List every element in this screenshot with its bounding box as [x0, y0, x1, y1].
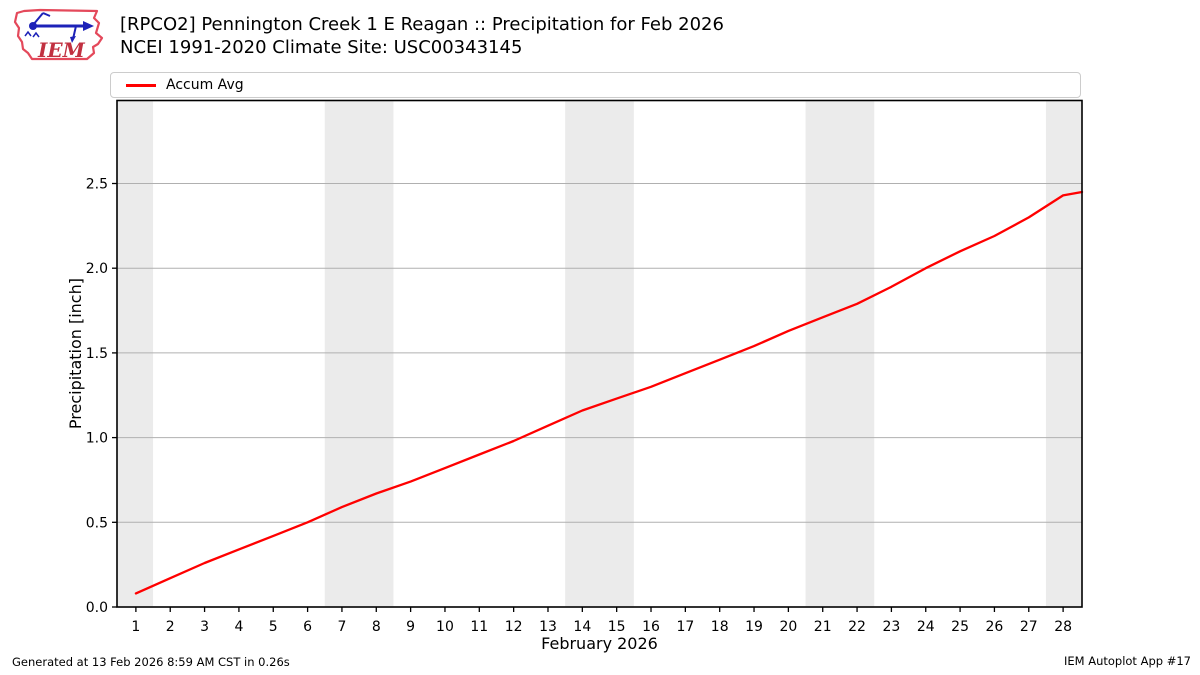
x-tick-label: 26: [986, 619, 1004, 635]
legend: Accum Avg: [110, 72, 1081, 98]
chart-title-block: [RPCO2] Pennington Creek 1 E Reagan :: P…: [120, 13, 724, 59]
accum-avg-line: [134, 190, 1084, 595]
x-tick-label: 12: [505, 619, 523, 635]
x-tick-label: 9: [406, 619, 415, 635]
generated-timestamp: Generated at 13 Feb 2026 8:59 AM CST in …: [12, 655, 290, 669]
logo-text: IEM: [37, 38, 86, 62]
x-tick-label: 2: [166, 619, 175, 635]
x-tick-label: 7: [337, 619, 346, 635]
legend-line-swatch: [126, 83, 156, 87]
x-tick-label: 15: [608, 619, 626, 635]
x-axis-label: February 2026: [541, 634, 658, 653]
weekend-band: [805, 101, 875, 607]
x-tick-label: 4: [234, 619, 243, 635]
iowa-outline-icon: [13, 8, 104, 61]
x-tick-label: 24: [917, 619, 935, 635]
weekend-band: [565, 101, 634, 607]
legend-label: Accum Avg: [166, 77, 244, 93]
x-tick-label: 8: [372, 619, 381, 635]
x-tick-label: 10: [436, 619, 454, 635]
y-tick-label: 1.5: [86, 346, 108, 362]
weekend-band: [117, 101, 154, 607]
x-tick-label: 20: [779, 619, 797, 635]
x-tick-label: 3: [200, 619, 209, 635]
y-tick-label: 2.0: [86, 261, 108, 277]
x-tick-label: 6: [303, 619, 312, 635]
x-tick-label: 14: [573, 619, 591, 635]
x-tick-label: 23: [882, 619, 900, 635]
app-credit: IEM Autoplot App #17: [1063, 654, 1191, 668]
x-tick-label: 5: [269, 619, 278, 635]
x-tick-label: 25: [951, 619, 969, 635]
plot-border: [116, 99, 1083, 608]
x-tick-label: 17: [676, 619, 694, 635]
chart-title-line1: [RPCO2] Pennington Creek 1 E Reagan :: P…: [120, 14, 724, 35]
weather-vane-icon: [24, 12, 94, 43]
y-axis-label-wrap: Precipitation [inch]: [63, 100, 87, 607]
y-tick-label: 2.5: [86, 177, 108, 193]
weekend-band: [324, 101, 394, 607]
x-tick-label: 27: [1020, 619, 1038, 635]
x-tick-label: 16: [642, 619, 660, 635]
chart-title-line2: NCEI 1991-2020 Climate Site: USC00343145: [120, 37, 523, 58]
iem-logo: IEM: [13, 8, 104, 62]
x-tick-label: 19: [745, 619, 763, 635]
y-tick-label: 1.0: [86, 431, 108, 447]
x-tick-label: 13: [539, 619, 557, 635]
y-tick-label: 0.0: [86, 600, 108, 616]
x-tick-label: 18: [711, 619, 729, 635]
x-tick-label: 21: [814, 619, 832, 635]
plot-area: 0.00.51.01.52.02.51 2 3 4 5 6 7 8 9 10 11 12 13 14 15 1…: [86, 99, 1084, 635]
y-axis-label: Precipitation [inch]: [65, 277, 85, 430]
y-tick-label: 0.5: [86, 515, 108, 531]
x-tick-label: 1: [131, 619, 140, 635]
weekend-band: [1045, 101, 1082, 607]
x-tick-label: 28: [1054, 619, 1072, 635]
x-tick-label: 22: [848, 619, 866, 635]
x-tick-label: 11: [470, 619, 488, 635]
